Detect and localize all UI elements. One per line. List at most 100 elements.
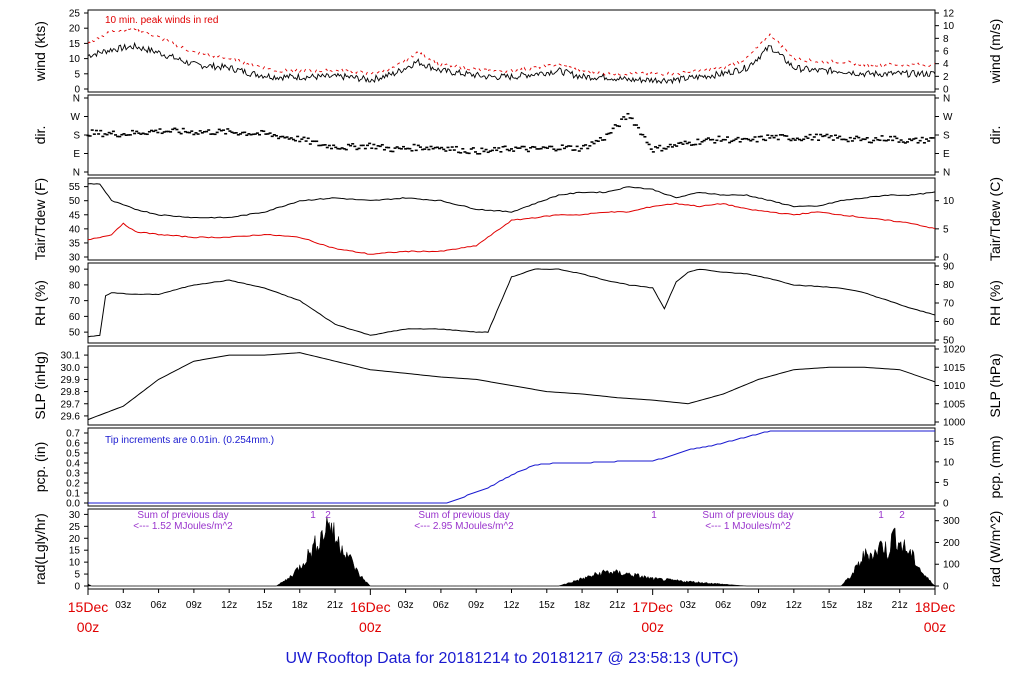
dir-ylabel-right: dir. bbox=[987, 126, 1003, 145]
wind-ytick-left: 25 bbox=[69, 9, 81, 20]
temp-ytick-left: 45 bbox=[69, 210, 81, 221]
pcp-panel: pcp. (in) pcp. (mm)0.00.10.20.30.40.50.60… bbox=[32, 427, 1003, 510]
x-day-hour-label: 00z bbox=[359, 619, 382, 635]
x-hour-tick: 15z bbox=[821, 600, 837, 611]
dir-ytick-left: N bbox=[73, 94, 80, 105]
rad-ytick-left: 20 bbox=[69, 534, 81, 545]
pcp-ytick-right: 10 bbox=[943, 457, 955, 468]
wind-ytick-right: 12 bbox=[943, 9, 955, 20]
x-hour-tick: 21z bbox=[609, 600, 625, 611]
x-hour-tick: 18z bbox=[292, 600, 308, 611]
rad-ylabel-right: rad (W/m^2) bbox=[987, 511, 1003, 588]
dir-ytick-right: S bbox=[943, 131, 950, 142]
x-hour-tick: 21z bbox=[327, 600, 343, 611]
x-hour-tick: 03z bbox=[115, 600, 131, 611]
rad-ytick-left: 0 bbox=[74, 582, 80, 593]
x-hour-tick: 15z bbox=[256, 600, 272, 611]
wind-ytick-left: 0 bbox=[74, 85, 80, 96]
rad-marker: 2 bbox=[899, 510, 905, 521]
rad-sum-line2: <--- 2.95 MJoules/m^2 bbox=[414, 521, 514, 532]
dir-ytick-right: N bbox=[943, 94, 950, 105]
rad-ytick-right: 100 bbox=[943, 560, 960, 571]
x-hour-tick: 18z bbox=[574, 600, 590, 611]
temp-ytick-left: 35 bbox=[69, 238, 81, 249]
wind-ytick-right: 6 bbox=[943, 47, 949, 58]
dir-ytick-right: N bbox=[943, 168, 950, 179]
slp-ytick-left: 29.7 bbox=[61, 399, 81, 410]
x-hour-tick: 12z bbox=[221, 600, 237, 611]
rad-area bbox=[87, 516, 936, 587]
rad-ytick-left: 25 bbox=[69, 522, 81, 533]
slp-series-0 bbox=[87, 352, 936, 421]
pcp-ytick-right: 5 bbox=[943, 478, 949, 489]
temp-ytick-right: 5 bbox=[943, 224, 949, 235]
pcp-ytick-left: 0.1 bbox=[66, 489, 80, 500]
wind-ytick-right: 2 bbox=[943, 72, 949, 83]
rad-sum-line1: Sum of previous day bbox=[137, 510, 228, 521]
slp-ytick-right: 1015 bbox=[943, 363, 966, 374]
pcp-ytick-right: 15 bbox=[943, 437, 955, 448]
temp-ytick-left: 30 bbox=[69, 253, 81, 264]
x-day-label: 16Dec bbox=[350, 599, 390, 615]
pcp-ytick-left: 0.2 bbox=[66, 479, 80, 490]
rh-ytick-right: 60 bbox=[943, 317, 955, 328]
rh-series-0 bbox=[87, 268, 936, 338]
rh-ylabel-right: RH (%) bbox=[987, 280, 1003, 326]
pcp-ylabel-left: pcp. (in) bbox=[32, 442, 48, 493]
x-hour-tick: 06z bbox=[433, 600, 449, 611]
rad-ytick-left: 5 bbox=[74, 570, 80, 581]
rad-ytick-left: 10 bbox=[69, 558, 81, 569]
rh-ytick-left: 60 bbox=[69, 312, 81, 323]
wind-ytick-left: 10 bbox=[69, 54, 81, 65]
dir-ytick-left: E bbox=[73, 149, 80, 160]
rad-ylabel-left: rad(Lgly/hr) bbox=[32, 513, 48, 585]
temp-series-0 bbox=[87, 183, 936, 219]
temp-ylabel-right: Tair/Tdew (C) bbox=[987, 177, 1003, 261]
x-hour-tick: 18z bbox=[856, 600, 872, 611]
pcp-ytick-left: 0.5 bbox=[66, 449, 80, 460]
slp-ytick-left: 29.9 bbox=[61, 375, 81, 386]
pcp-ylabel-right: pcp. (mm) bbox=[987, 436, 1003, 499]
slp-ylabel-left: SLP (inHg) bbox=[32, 351, 48, 419]
wind-peak-note: 10 min. peak winds in red bbox=[105, 15, 218, 26]
x-day-hour-label: 00z bbox=[924, 619, 947, 635]
rad-marker: 1 bbox=[651, 510, 657, 521]
rh-ytick-left: 80 bbox=[69, 280, 81, 291]
wind-ytick-left: 15 bbox=[69, 39, 81, 50]
rad-sum-line2: <--- 1 MJoules/m^2 bbox=[705, 521, 791, 532]
temp-ytick-left: 40 bbox=[69, 224, 81, 235]
temp-ylabel-left: Tair/Tdew (F) bbox=[32, 178, 48, 260]
dir-ytick-left: S bbox=[73, 131, 80, 142]
rad-ytick-left: 15 bbox=[69, 546, 81, 557]
temp-ytick-right: 0 bbox=[943, 253, 949, 264]
dir-points bbox=[86, 112, 935, 155]
temp-panel: Tair/Tdew (F) Tair/Tdew (C) 30 35 40 45 50 55 0 5… bbox=[32, 177, 1003, 264]
x-hour-tick: 03z bbox=[680, 600, 696, 611]
wind-ylabel-right: wind (m/s) bbox=[987, 19, 1003, 85]
rad-ytick-right: 300 bbox=[943, 516, 960, 527]
slp-ytick-right: 1000 bbox=[943, 418, 966, 429]
slp-panel: SLP (inHg) SLP (hPa) 29.629.729.829.930.03… bbox=[32, 345, 1003, 429]
rh-ytick-left: 70 bbox=[69, 296, 81, 307]
pcp-ytick-left: 0.0 bbox=[66, 499, 80, 510]
x-day-label: 18Dec bbox=[915, 599, 955, 615]
pcp-frame bbox=[87, 427, 936, 507]
rad-panel: rad(Lgly/hr) rad (W/m^2)05101520253001002… bbox=[32, 508, 1003, 593]
x-hour-tick: 15z bbox=[539, 600, 555, 611]
slp-ytick-right: 1005 bbox=[943, 399, 966, 410]
dir-ytick-left: N bbox=[73, 168, 80, 179]
rh-ytick-right: 70 bbox=[943, 299, 955, 310]
slp-ytick-left: 29.6 bbox=[61, 411, 81, 422]
wind-ytick-left: 20 bbox=[69, 24, 81, 35]
x-hour-tick: 12z bbox=[786, 600, 802, 611]
x-hour-tick: 09z bbox=[750, 600, 766, 611]
slp-ytick-right: 1020 bbox=[943, 345, 966, 356]
pcp-tip-note: Tip increments are 0.01in. (0.254mm.) bbox=[105, 435, 274, 446]
rad-ytick-right: 0 bbox=[943, 582, 949, 593]
rad-marker: 2 bbox=[325, 510, 331, 521]
chart-footer-title: UW Rooftop Data for 20181214 to 20181217… bbox=[285, 650, 739, 667]
slp-ylabel-right: SLP (hPa) bbox=[987, 353, 1003, 417]
wind-ytick-right: 8 bbox=[943, 34, 949, 45]
pcp-ytick-left: 0.3 bbox=[66, 469, 80, 480]
wind-ytick-right: 4 bbox=[943, 59, 949, 70]
